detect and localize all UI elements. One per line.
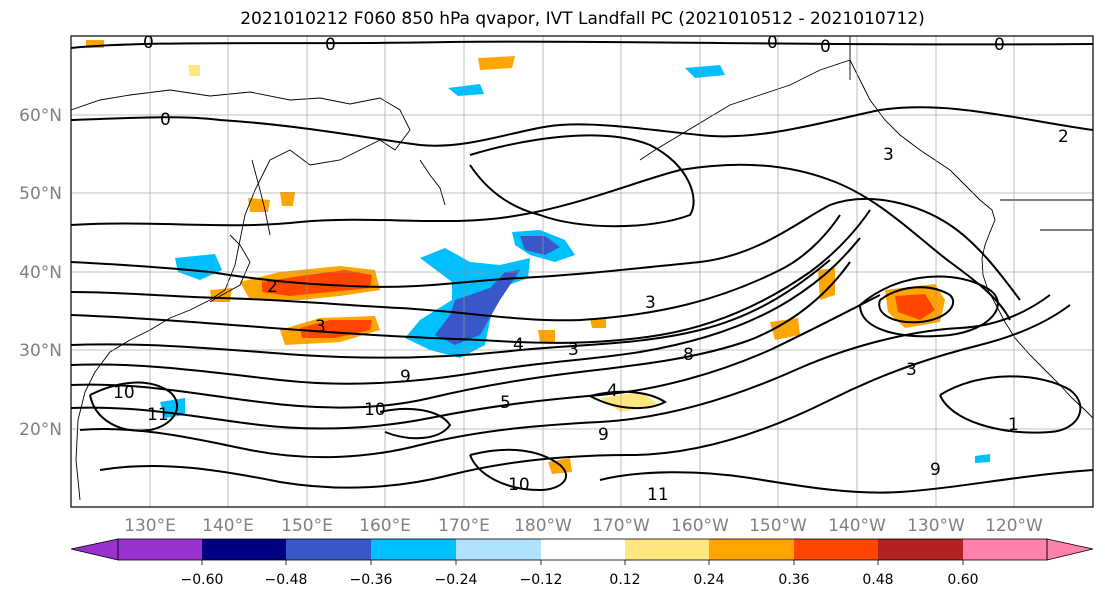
- colorbar-segment: [118, 539, 202, 560]
- colorbar-segment: [456, 539, 541, 560]
- lon-label: 150°E: [281, 516, 333, 536]
- lon-label: 120°W: [985, 516, 1043, 536]
- lon-label: 150°W: [749, 516, 807, 536]
- shade-patch: [895, 294, 935, 320]
- contour-label: 5: [500, 393, 511, 413]
- contour-label: 3: [315, 317, 326, 337]
- colorbar-tick-label: −0.36: [350, 572, 393, 588]
- lat-label: 60°N: [19, 106, 62, 126]
- colorbar-tick-label: −0.12: [520, 572, 563, 588]
- colorbar-segment: [202, 539, 286, 560]
- contour-label: 0: [325, 35, 336, 55]
- shade-patch: [520, 236, 560, 255]
- colorbar-right-arrow: [1046, 538, 1094, 561]
- shade-patch: [590, 318, 606, 328]
- colorbar-ticks: −0.60 −0.48 −0.36 −0.24 −0.12 0.12 0.24 …: [181, 572, 979, 588]
- contour-label: 9: [598, 425, 609, 445]
- colorbar-tick-label: 0.36: [778, 572, 809, 588]
- lat-label: 50°N: [19, 184, 62, 204]
- colorbar-tick-label: −0.48: [265, 572, 308, 588]
- contour-label: 10: [364, 400, 386, 420]
- colorbar-tick-label: −0.60: [181, 572, 224, 588]
- contour-label: 10: [508, 475, 530, 495]
- colorbar-left-arrow: [70, 538, 119, 561]
- lat-label: 40°N: [19, 263, 62, 283]
- contour-label: 3: [568, 340, 579, 360]
- contour-label: 11: [647, 485, 669, 505]
- latitude-labels: 60°N 50°N 40°N 30°N 20°N: [19, 106, 62, 440]
- colorbar-tick-marks: [201, 560, 964, 565]
- contour-label: 4: [513, 335, 524, 355]
- colorbar-frame: [117, 538, 1048, 561]
- colorbar-segment: [541, 539, 625, 560]
- contour-label: 4: [607, 381, 618, 401]
- shading-layer: [86, 40, 990, 474]
- longitude-labels: 130°E 140°E 150°E 160°E 170°E 180°W 170°…: [124, 516, 1043, 536]
- contour-label: 8: [683, 345, 694, 365]
- lon-label: 130°W: [907, 516, 965, 536]
- contour-label: 9: [930, 460, 941, 480]
- colorbar-tick-label: 0.24: [693, 572, 724, 588]
- ivt-contours: [71, 40, 1093, 494]
- lon-label: 140°W: [828, 516, 886, 536]
- contour-label: 10: [113, 383, 135, 403]
- lon-label: 170°E: [438, 516, 490, 536]
- colorbar: [70, 538, 1094, 561]
- shade-patch: [448, 84, 484, 96]
- shade-patch: [685, 65, 725, 78]
- coastlines: [71, 36, 1093, 501]
- lon-label: 160°E: [359, 516, 411, 536]
- contour-label: 0: [767, 33, 778, 53]
- colorbar-segment: [794, 539, 878, 560]
- contour-label: 0: [143, 33, 154, 53]
- colorbar-tick-label: −0.24: [435, 572, 478, 588]
- contour-label: 1: [1008, 415, 1019, 435]
- shade-patch: [975, 454, 990, 463]
- shade-patch: [435, 270, 520, 345]
- lon-label: 140°E: [202, 516, 254, 536]
- colorbar-segment: [963, 539, 1047, 560]
- lat-label: 30°N: [19, 341, 62, 361]
- colorbar-tick-label: 0.48: [862, 572, 893, 588]
- contour-label: 2: [267, 277, 278, 297]
- contour-label: 3: [906, 360, 917, 380]
- shade-patch: [538, 330, 555, 342]
- shade-patch: [280, 192, 295, 206]
- map-title: 2021010212 F060 850 hPa qvapor, IVT Land…: [240, 9, 925, 29]
- contour-label: 9: [400, 367, 411, 387]
- colorbar-segment: [371, 539, 456, 560]
- colorbar-tick-label: 0.12: [609, 572, 640, 588]
- shade-patch: [188, 65, 200, 76]
- contour-label: 0: [160, 110, 171, 130]
- colorbar-tick-label: 0.60: [947, 572, 978, 588]
- colorbar-segment: [625, 539, 709, 560]
- contour-label: 3: [645, 293, 656, 313]
- shade-patch: [770, 318, 800, 340]
- lon-label: 170°W: [592, 516, 650, 536]
- contour-label: 11: [147, 405, 169, 425]
- lon-label: 180°W: [514, 516, 572, 536]
- contour-label: 0: [994, 35, 1005, 55]
- colorbar-segment: [286, 539, 371, 560]
- shade-patch: [175, 254, 222, 280]
- shade-patch: [262, 270, 372, 296]
- contour-label: 3: [883, 145, 894, 165]
- lon-label: 160°W: [671, 516, 729, 536]
- map-background: [71, 36, 1093, 507]
- contour-label: 2: [1058, 127, 1069, 147]
- colorbar-segment: [709, 539, 794, 560]
- contour-label: 0: [820, 37, 831, 57]
- map-frame: [70, 35, 1094, 508]
- colorbar-segment: [878, 539, 963, 560]
- contour-label-layer: 0 0 0 0 0 0 2 2 3 3 3 3 4 4 5 8 9 9 10 1…: [113, 33, 1069, 505]
- shade-patch: [478, 56, 515, 70]
- lon-label: 130°E: [124, 516, 176, 536]
- lat-label: 20°N: [19, 420, 62, 440]
